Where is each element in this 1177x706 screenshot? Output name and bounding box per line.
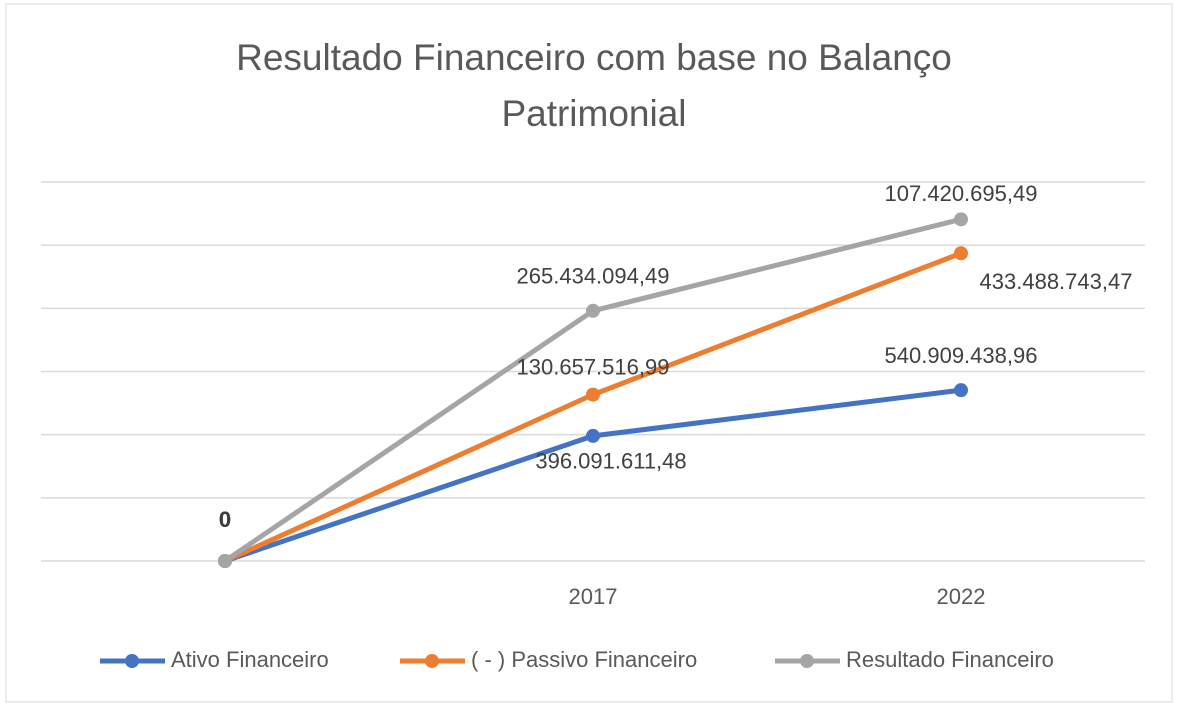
legend-label: Resultado Financeiro [846,647,1054,672]
legend-marker [125,654,139,668]
series-line [224,387,962,564]
data-point [954,246,968,261]
series-line [223,250,962,564]
data-label: 396.091.611,48 [535,449,686,474]
legend-marker [425,654,439,668]
legend-label: ( - ) Passivo Financeiro [471,647,697,672]
data-point [954,212,968,227]
data-point [586,303,600,318]
x-tick-label: 2022 [937,584,986,609]
legend-marker [800,654,814,668]
chart-title: Resultado Financeiro com base no Balanço… [236,37,952,134]
data-point [954,383,968,398]
legend-label: Ativo Financeiro [171,647,329,672]
data-label: 0 [219,507,231,532]
x-tick-label: 2017 [569,584,618,609]
data-point [218,554,232,568]
chart-border [5,3,1173,703]
data-label: 540.909.438,96 [885,343,1038,368]
data-label: 265.434.094,49 [517,264,670,289]
data-point [586,428,600,443]
data-label: 0 [219,507,231,532]
data-label: 130.657.516,99 [517,354,670,379]
data-label: 433.488.743,47 [980,269,1133,294]
data-point [586,387,600,402]
data-label: 107.420.695,49 [885,181,1038,206]
data-label: 0 [219,507,231,532]
